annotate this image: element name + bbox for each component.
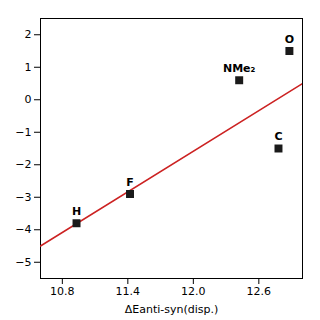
svg-text:NMe₂: NMe₂ [223, 62, 256, 75]
svg-text:H: H [72, 205, 81, 218]
svg-text:12.0: 12.0 [181, 285, 206, 298]
svg-text:11.4: 11.4 [116, 285, 141, 298]
svg-text:1: 1 [25, 61, 32, 74]
svg-text:O: O [285, 33, 294, 46]
svg-text:2: 2 [25, 28, 32, 41]
svg-text:C: C [274, 130, 282, 143]
svg-text:−5: −5 [15, 256, 31, 269]
svg-text:10.8: 10.8 [50, 285, 74, 298]
svg-text:ΔEanti-syn(disp.): ΔEanti-syn(disp.) [125, 303, 219, 316]
svg-text:−4: −4 [15, 223, 31, 236]
svg-text:−1: −1 [15, 126, 31, 139]
svg-text:−2: −2 [15, 158, 31, 171]
svg-text:−3: −3 [15, 191, 31, 204]
svg-text:12.6: 12.6 [247, 285, 272, 298]
svg-text:F: F [126, 176, 134, 189]
svg-text:0: 0 [25, 93, 32, 106]
